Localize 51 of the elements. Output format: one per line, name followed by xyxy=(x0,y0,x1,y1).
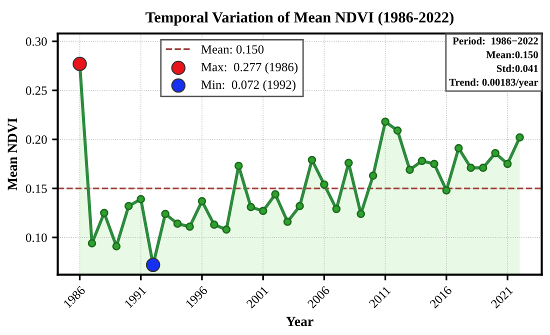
point xyxy=(430,160,438,168)
legend-label: Max: 0.277 (1986) xyxy=(201,62,298,74)
y-tick-label: 0.25 xyxy=(26,86,47,95)
point xyxy=(381,118,390,126)
point xyxy=(246,202,256,212)
chart-title: Temporal Variation of Mean NDVI (1986-2022) xyxy=(146,12,454,26)
y-axis-title: Mean NDVI xyxy=(8,118,18,190)
point xyxy=(320,180,328,189)
y-tick-label: 0.10 xyxy=(26,233,47,242)
y-tick-label: 0.15 xyxy=(26,184,47,193)
legend-label: Min: 0.072 (1992) xyxy=(201,80,296,92)
point xyxy=(516,133,524,142)
point xyxy=(173,220,182,228)
point xyxy=(466,164,476,172)
x-tick-label: 2011 xyxy=(368,286,391,308)
point xyxy=(271,190,280,198)
point xyxy=(344,158,353,168)
annotation: Period: 1986−2022 Mean:0.150 Std:0.041 Trend: 0.00183/year xyxy=(449,37,538,88)
point xyxy=(258,206,268,216)
point xyxy=(222,225,231,234)
y-tick-label: 0.20 xyxy=(26,135,47,144)
point xyxy=(332,204,341,214)
point xyxy=(88,239,96,248)
point xyxy=(136,195,146,204)
point xyxy=(478,164,488,172)
point xyxy=(124,202,133,210)
point xyxy=(296,202,304,210)
point xyxy=(356,210,366,218)
point xyxy=(393,126,402,135)
y-tick-label: 0.30 xyxy=(26,37,47,46)
point xyxy=(210,220,218,229)
point xyxy=(146,258,160,272)
point xyxy=(198,196,206,206)
point xyxy=(112,242,121,250)
legend-label: Mean: 0.150 xyxy=(201,45,264,54)
point xyxy=(234,162,243,170)
point xyxy=(72,56,87,72)
point xyxy=(161,210,170,218)
point xyxy=(454,144,463,152)
point xyxy=(442,186,451,195)
point xyxy=(418,156,426,166)
point xyxy=(503,160,512,168)
x-tick-label: 1991 xyxy=(124,286,147,308)
point xyxy=(491,148,500,158)
point xyxy=(100,208,108,218)
point xyxy=(368,172,378,180)
point xyxy=(308,156,316,164)
point xyxy=(186,222,194,231)
point xyxy=(283,218,292,226)
x-axis-title: Year xyxy=(286,316,314,326)
point xyxy=(406,166,414,174)
